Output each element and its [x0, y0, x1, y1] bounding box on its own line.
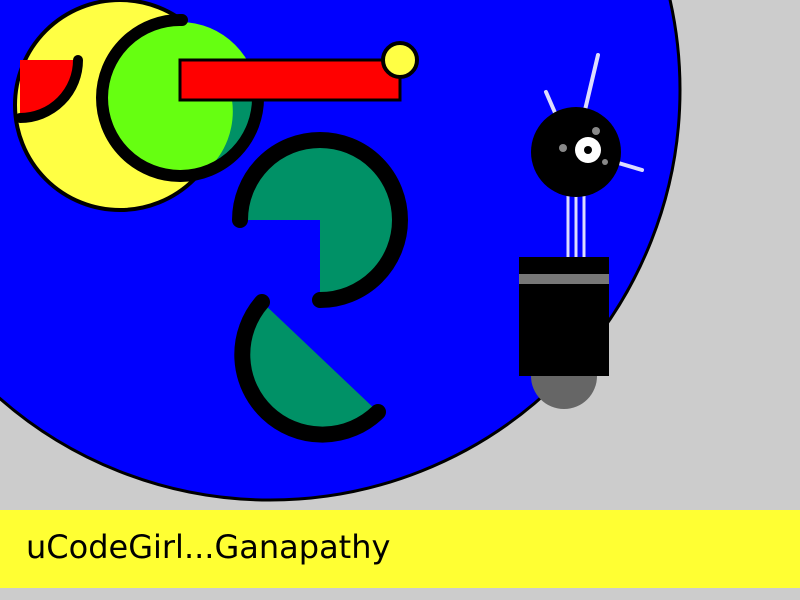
robot-dot-1	[559, 144, 567, 152]
teal-pie-lower	[242, 302, 378, 435]
teal-pie-lower-arc	[234, 294, 386, 443]
caption-bar: uCodeGirl...Ganapathy	[0, 510, 800, 588]
robot-pupil	[584, 146, 592, 154]
red-wedge	[20, 60, 78, 118]
robot-dot-3	[602, 159, 608, 165]
teal-crescent	[205, 100, 258, 172]
antenna-tall	[583, 53, 600, 112]
teal-pie-upper	[240, 140, 400, 300]
robot-stripe	[519, 274, 609, 284]
robot	[519, 53, 644, 409]
yellow-arc-stroke	[15, 55, 83, 123]
robot-dot-2	[592, 127, 600, 135]
antenna-left	[544, 90, 558, 117]
teal-pie-upper-arc	[232, 132, 408, 308]
green-circle-arc	[96, 13, 265, 182]
small-yellow-dot	[381, 41, 419, 79]
red-bar	[178, 58, 402, 102]
caption-text: uCodeGirl...Ganapathy	[26, 528, 391, 566]
